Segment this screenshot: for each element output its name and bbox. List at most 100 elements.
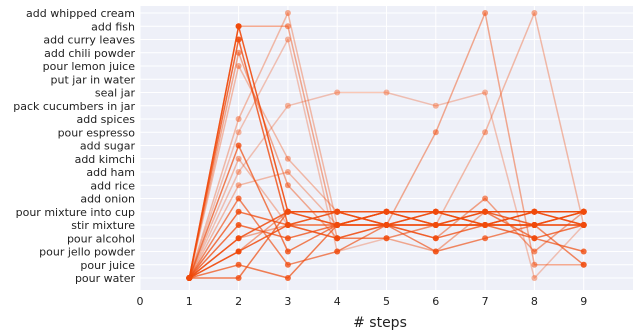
series-point [383, 208, 390, 215]
x-tick-labels: 0 1 2 3 4 5 6 7 8 9 [137, 295, 588, 308]
x-tick-label: 8 [531, 295, 538, 308]
y-tick-label: pour jello powder [39, 246, 135, 259]
y-tick-label: pour alcohol [67, 232, 135, 245]
series-point [531, 222, 538, 228]
series-point [531, 222, 538, 228]
x-tick-label: 4 [334, 295, 341, 308]
series-point [531, 222, 538, 228]
series-point [580, 222, 587, 228]
y-tick-label: add spices [76, 113, 135, 126]
x-tick-label: 7 [482, 295, 489, 308]
series-point [580, 208, 587, 215]
x-tick-label: 5 [383, 295, 390, 308]
y-tick-label: pour mixture into cup [16, 206, 135, 219]
series-point [284, 235, 291, 242]
series-point [482, 89, 489, 96]
y-tick-label: stir mixture [71, 219, 135, 232]
series-point [284, 275, 291, 281]
series-point [580, 248, 587, 255]
series-point [334, 89, 341, 96]
series-markers [186, 10, 587, 281]
series-point [235, 23, 242, 30]
series-point [235, 116, 242, 122]
series-point [383, 208, 390, 215]
x-tick-label: 0 [137, 295, 144, 308]
y-tick-label: add kimchi [75, 153, 135, 166]
series-point [334, 248, 341, 255]
series-point [580, 222, 587, 228]
series-point [432, 248, 439, 255]
series-point [235, 49, 242, 56]
series-point [482, 10, 489, 16]
series-point [531, 275, 538, 281]
series-point [235, 222, 242, 228]
y-tick-label: pour espresso [58, 126, 136, 139]
series-point [482, 222, 489, 228]
x-tick-label: 1 [186, 295, 193, 308]
series-point [383, 208, 390, 215]
series-point [235, 169, 242, 175]
series-point [334, 235, 341, 242]
series-point [531, 248, 538, 255]
series-point [235, 129, 242, 136]
series-point [334, 208, 341, 215]
series-point [580, 222, 587, 228]
series-point [235, 248, 242, 255]
y-tick-label: pour juice [80, 259, 135, 272]
y-tick-label: add chili powder [44, 47, 135, 60]
series-point [482, 129, 489, 136]
y-tick-label: add sugar [80, 140, 136, 153]
series-point [482, 208, 489, 215]
series-point [531, 222, 538, 228]
series-point [531, 235, 538, 242]
series-point [186, 275, 193, 281]
y-tick-label: add fish [91, 20, 135, 33]
series-point [580, 222, 587, 228]
x-tick-label: 6 [432, 295, 439, 308]
series-point [383, 235, 390, 242]
y-tick-label: add ham [86, 166, 135, 179]
series-point [334, 208, 341, 215]
series-point [432, 235, 439, 242]
y-tick-label: add rice [90, 179, 135, 192]
series-point [235, 208, 242, 215]
series-point [235, 195, 242, 202]
series-point [482, 195, 489, 202]
series-point [334, 208, 341, 215]
series-point [334, 222, 341, 228]
series-point [235, 235, 242, 242]
y-tick-label: pour lemon juice [43, 60, 136, 73]
series-point [235, 155, 242, 162]
series-point [580, 222, 587, 228]
series-point [432, 208, 439, 215]
series-point [531, 222, 538, 228]
series-point [432, 129, 439, 136]
series-point [284, 169, 291, 175]
y-tick-label: add curry leaves [43, 34, 135, 47]
series-point [284, 248, 291, 255]
series-point [284, 182, 291, 189]
x-tick-label: 9 [580, 295, 587, 308]
x-tick-label: 3 [284, 295, 291, 308]
y-tick-label: seal jar [95, 87, 136, 100]
series-point [531, 208, 538, 215]
y-tick-label: add onion [80, 193, 135, 206]
series-point [235, 63, 242, 69]
series-point [235, 275, 242, 281]
y-tick-label: add whipped cream [26, 7, 135, 20]
series-point [580, 222, 587, 228]
series-point [284, 10, 291, 16]
x-axis-label: # steps [353, 315, 407, 331]
y-tick-label: pack cucumbers in jar [13, 100, 135, 113]
x-tick-label: 2 [235, 295, 242, 308]
series-point [235, 261, 242, 268]
series-point [482, 235, 489, 242]
series-point [235, 36, 242, 43]
series-point [383, 222, 390, 228]
series-point [235, 142, 242, 149]
y-tick-label: put jar in water [51, 73, 136, 86]
series-point [531, 261, 538, 268]
series-point [580, 261, 587, 268]
